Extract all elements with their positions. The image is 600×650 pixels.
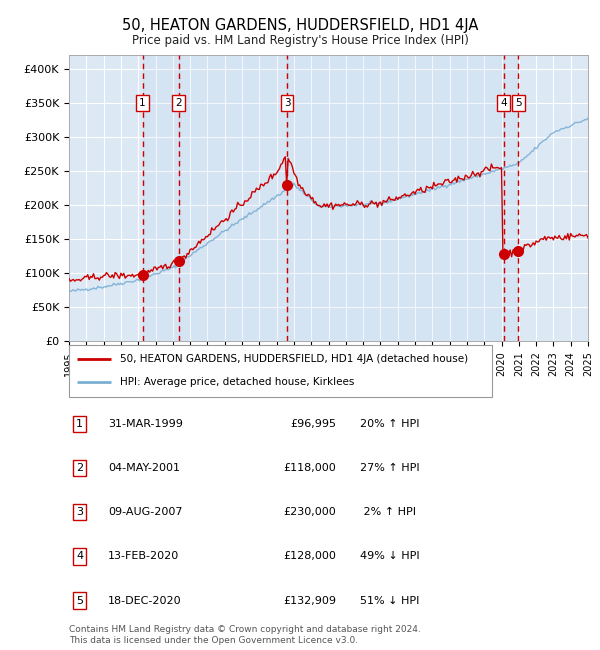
- Text: 2: 2: [76, 463, 83, 473]
- Text: 20% ↑ HPI: 20% ↑ HPI: [360, 419, 419, 429]
- Text: 04-MAY-2001: 04-MAY-2001: [108, 463, 180, 473]
- Text: 4: 4: [500, 98, 507, 108]
- Text: 2: 2: [176, 98, 182, 108]
- Text: 5: 5: [515, 98, 521, 108]
- Text: £132,909: £132,909: [283, 595, 336, 606]
- Bar: [143, 55, 179, 341]
- Text: £118,000: £118,000: [283, 463, 336, 473]
- Text: 4: 4: [76, 551, 83, 562]
- Text: 2% ↑ HPI: 2% ↑ HPI: [360, 507, 416, 517]
- FancyBboxPatch shape: [69, 344, 492, 396]
- Text: 5: 5: [76, 595, 83, 606]
- Text: Contains HM Land Registry data © Crown copyright and database right 2024.
This d: Contains HM Land Registry data © Crown c…: [69, 625, 421, 645]
- Text: 3: 3: [76, 507, 83, 517]
- Text: £96,995: £96,995: [290, 419, 336, 429]
- Text: 1: 1: [139, 98, 146, 108]
- Bar: [287, 55, 503, 341]
- Text: 27% ↑ HPI: 27% ↑ HPI: [360, 463, 419, 473]
- Text: 18-DEC-2020: 18-DEC-2020: [108, 595, 182, 606]
- Text: £230,000: £230,000: [283, 507, 336, 517]
- Text: 50, HEATON GARDENS, HUDDERSFIELD, HD1 4JA (detached house): 50, HEATON GARDENS, HUDDERSFIELD, HD1 4J…: [120, 354, 468, 363]
- Text: Price paid vs. HM Land Registry's House Price Index (HPI): Price paid vs. HM Land Registry's House …: [131, 34, 469, 47]
- Text: 13-FEB-2020: 13-FEB-2020: [108, 551, 179, 562]
- Text: 1: 1: [76, 419, 83, 429]
- Text: 51% ↓ HPI: 51% ↓ HPI: [360, 595, 419, 606]
- Text: 09-AUG-2007: 09-AUG-2007: [108, 507, 182, 517]
- Text: £128,000: £128,000: [283, 551, 336, 562]
- Text: 50, HEATON GARDENS, HUDDERSFIELD, HD1 4JA: 50, HEATON GARDENS, HUDDERSFIELD, HD1 4J…: [122, 18, 478, 33]
- Text: 31-MAR-1999: 31-MAR-1999: [108, 419, 183, 429]
- Text: 3: 3: [284, 98, 290, 108]
- Text: HPI: Average price, detached house, Kirklees: HPI: Average price, detached house, Kirk…: [120, 378, 354, 387]
- Bar: [179, 55, 287, 341]
- Bar: [503, 55, 518, 341]
- Text: 49% ↓ HPI: 49% ↓ HPI: [360, 551, 419, 562]
